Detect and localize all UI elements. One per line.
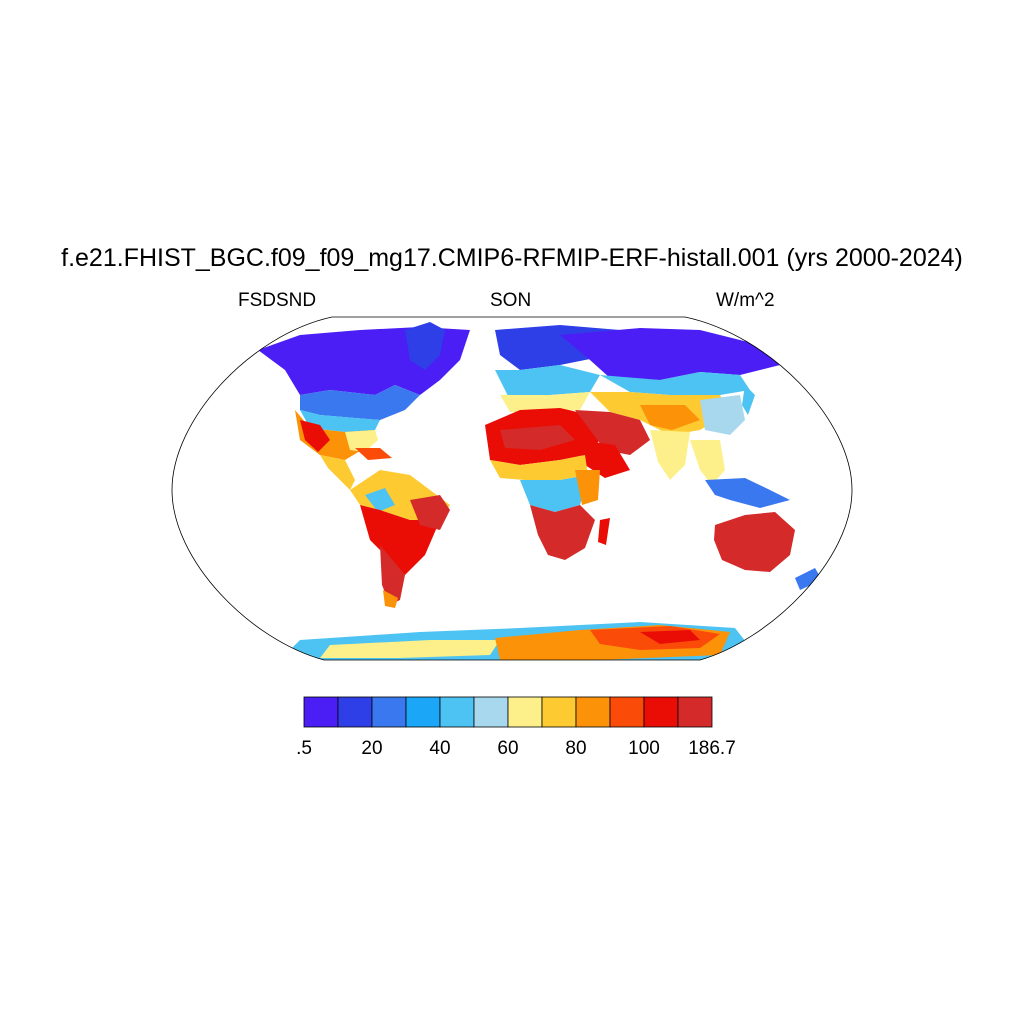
sahel bbox=[490, 455, 588, 480]
australia bbox=[714, 512, 795, 572]
middle-east bbox=[575, 410, 650, 455]
colorbar-box bbox=[677, 696, 713, 728]
colorbar-box bbox=[303, 696, 339, 728]
figure-title: f.e21.FHIST_BGC.f09_f09_mg17.CMIP6-RFMIP… bbox=[61, 244, 963, 272]
south-america-brazil-east bbox=[410, 495, 450, 530]
north-america-east bbox=[345, 430, 378, 452]
maritime-continent bbox=[705, 478, 790, 508]
colorbar-tick-label: 60 bbox=[497, 738, 519, 759]
colorbar-box bbox=[575, 696, 611, 728]
antarctica-dome-core bbox=[640, 630, 700, 644]
season-label: SON bbox=[490, 290, 532, 311]
colorbar-tick-label: 80 bbox=[565, 738, 587, 759]
asia-southeast bbox=[690, 440, 725, 485]
southern-africa bbox=[530, 505, 595, 560]
variable-label: FSDSND bbox=[238, 290, 317, 311]
madagascar bbox=[598, 518, 610, 545]
colorbar-box bbox=[541, 696, 577, 728]
north-america-southwest bbox=[300, 420, 330, 452]
arabia bbox=[580, 440, 630, 478]
colorbar-box bbox=[337, 696, 373, 728]
colorbar-box bbox=[405, 696, 441, 728]
europe-mid bbox=[495, 365, 600, 400]
north-america-mid bbox=[300, 385, 420, 420]
asia-central-mid bbox=[600, 372, 750, 395]
map-boundary bbox=[171, 316, 853, 661]
colorbar-box bbox=[439, 696, 475, 728]
asia-tibet bbox=[640, 405, 700, 430]
sahara-core bbox=[500, 425, 575, 450]
units-label: W/m^2 bbox=[716, 290, 775, 311]
colorbar-box bbox=[507, 696, 543, 728]
japan bbox=[742, 385, 755, 415]
colorbar-box bbox=[609, 696, 645, 728]
south-america-south bbox=[380, 545, 405, 605]
asia-india bbox=[650, 430, 690, 480]
europe-south bbox=[500, 392, 590, 412]
asia-siberia bbox=[560, 328, 780, 380]
colorbar-tick-label: .5 bbox=[296, 738, 312, 759]
colorbar-box bbox=[371, 696, 407, 728]
central-america bbox=[320, 455, 355, 490]
greenland bbox=[405, 322, 445, 370]
colorbar-tick-label: 186.7 bbox=[688, 738, 736, 759]
antarctica-west bbox=[320, 640, 500, 658]
congo bbox=[520, 475, 588, 512]
land-fill bbox=[258, 322, 822, 660]
colorbar bbox=[303, 696, 713, 728]
east-africa bbox=[575, 470, 600, 505]
colorbar-tick-label: 40 bbox=[429, 738, 451, 759]
colorbar-box bbox=[643, 696, 679, 728]
caribbean bbox=[355, 448, 392, 460]
south-america-amazon bbox=[365, 488, 395, 512]
colorbar-tick-label: 20 bbox=[361, 738, 383, 759]
new-zealand bbox=[795, 568, 822, 590]
colorbar-box bbox=[473, 696, 509, 728]
patagonia bbox=[383, 590, 398, 608]
colorbar-tick-label: 100 bbox=[628, 738, 660, 759]
asia-east bbox=[700, 395, 745, 435]
